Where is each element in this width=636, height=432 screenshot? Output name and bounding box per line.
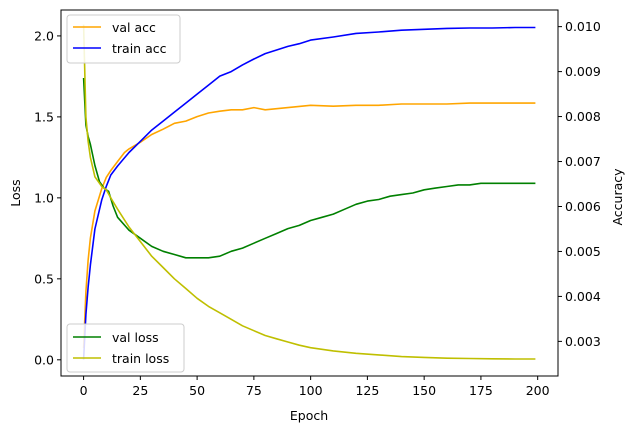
x-tick-label: 25	[132, 383, 148, 398]
legend-top-left: val acc train acc	[66, 14, 181, 64]
x-tick-label: 200	[526, 383, 550, 398]
y-right-tick-label: 0.008	[565, 109, 601, 124]
y-left-tick-label: 2.0	[34, 28, 54, 43]
legend-bottom-left: val loss train loss	[66, 323, 185, 373]
series-line-val-acc	[82, 102, 536, 349]
x-tick-label: 150	[412, 383, 436, 398]
legend-label-val-acc: val acc	[112, 20, 156, 35]
y-left-tick-label: 0.0	[34, 352, 54, 367]
y-right-tick-label: 0.003	[565, 334, 601, 349]
legend-label-val-loss: val loss	[112, 330, 159, 345]
plot-frame	[60, 9, 559, 377]
plot-layer	[82, 24, 536, 360]
y-right-tick-label: 0.005	[565, 244, 601, 259]
y-axis-left-label: Loss	[8, 179, 23, 206]
legend-label-train-acc: train acc	[112, 41, 167, 56]
x-axis-label: Epoch	[290, 408, 328, 423]
x-tick-label: 125	[355, 383, 379, 398]
series-line-val-loss	[82, 77, 536, 259]
x-tick-label: 75	[246, 383, 262, 398]
legend-bottom-left-box	[66, 323, 185, 373]
y-right-tick-label: 0.007	[565, 154, 601, 169]
x-tick-label: 100	[299, 383, 323, 398]
series-line-train-acc	[82, 26, 536, 360]
legend-label-train-loss: train loss	[112, 351, 169, 366]
y-right-tick-label: 0.004	[565, 289, 601, 304]
y-right-tick-label: 0.006	[565, 199, 601, 214]
y-left-tick-label: 1.5	[34, 109, 54, 124]
series-line-train-loss	[82, 24, 536, 360]
x-tick-label: 175	[469, 383, 493, 398]
y-left-tick-label: 1.0	[34, 190, 54, 205]
y-left-tick-label: 0.5	[34, 271, 54, 286]
y-axis-right-label: Accuracy	[610, 168, 625, 226]
x-tick-label: 0	[80, 383, 88, 398]
ticks-layer: 0 25 50 75 100 125 150 175 200 0.0 0.5 1.0 1.5 2.0 0.0…	[34, 19, 601, 398]
x-tick-label: 50	[189, 383, 205, 398]
y-right-tick-label: 0.009	[565, 64, 601, 79]
y-right-tick-label: 0.010	[565, 19, 601, 34]
